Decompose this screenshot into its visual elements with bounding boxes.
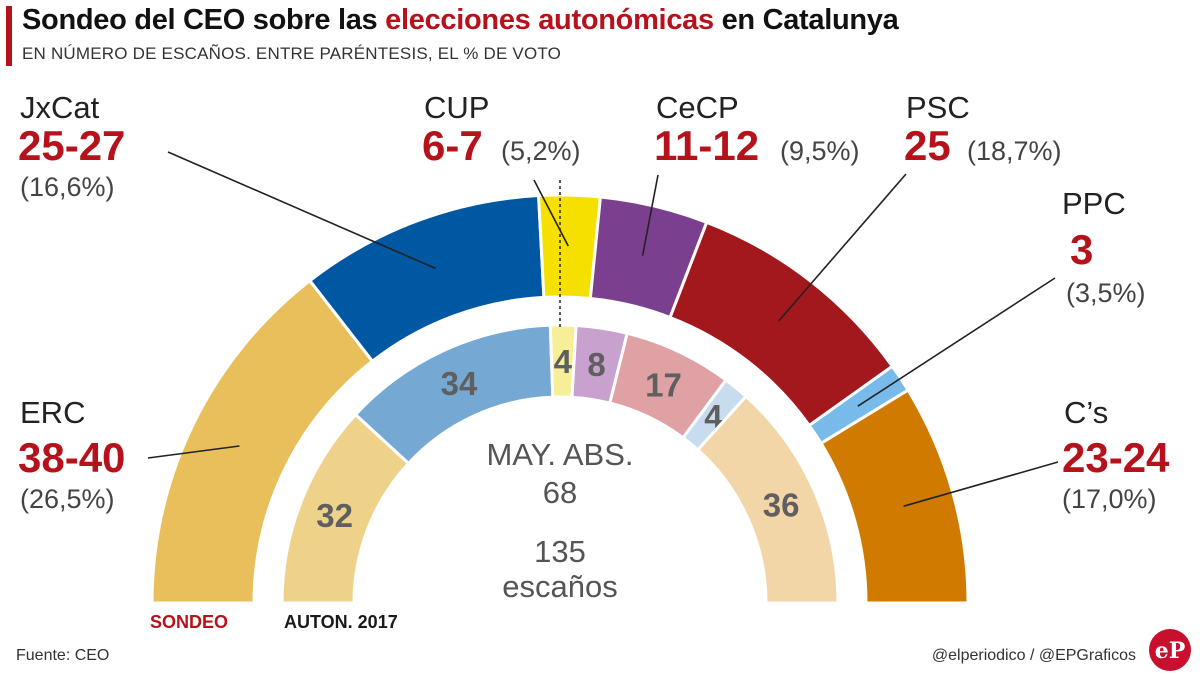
party-seats: 6-7 (422, 122, 483, 169)
auton2017-value-cup: 4 (554, 343, 573, 380)
majority-label: MAY. ABS. (486, 437, 633, 472)
title-accent-bar (6, 6, 12, 66)
party-seats: 23-24 (1062, 434, 1170, 481)
leader-lines (147, 151, 1059, 507)
chart-title: Sondeo del CEO sobre las elecciones auto… (22, 4, 899, 37)
party-pct: (17,0%) (1062, 484, 1157, 514)
party-pct: (26,5%) (20, 484, 115, 514)
elperiodico-logo: eP (1149, 629, 1191, 671)
party-name: CUP (424, 90, 489, 125)
title-accent: elecciones autonómicas (385, 4, 714, 36)
chart-subtitle: EN NÚMERO DE ESCAÑOS. ENTRE PARÉNTESIS, … (22, 44, 562, 63)
party-pct: (9,5%) (780, 136, 860, 166)
party-seats: 25-27 (18, 122, 125, 169)
sondeo-seg-cs (818, 388, 970, 605)
leader-line-ppc (857, 277, 1056, 407)
title-suffix: en Catalunya (713, 4, 899, 36)
ring-label-2017: AUTON. 2017 (284, 612, 398, 632)
leader-line-jxcat (167, 151, 436, 270)
auton2017-value-psc: 17 (645, 366, 682, 403)
party-seats: 25 (904, 122, 951, 169)
leader-line-cs (903, 461, 1059, 507)
total-seats-label: escaños (502, 569, 617, 604)
title-prefix: Sondeo del CEO sobre las (22, 4, 386, 36)
label-psc: PSC 25 (18,7%) (904, 90, 1062, 169)
total-seats-value: 135 (534, 534, 586, 569)
ring-label-sondeo: SONDEO (150, 612, 228, 632)
credit-note: @elperiodico / @EPGraficos (932, 647, 1136, 664)
party-name: ERC (20, 395, 85, 430)
party-name: C’s (1064, 395, 1108, 430)
party-name: CeCP (656, 90, 739, 125)
party-pct: (3,5%) (1066, 278, 1146, 308)
party-name: PSC (906, 90, 970, 125)
source-note: Fuente: CEO (16, 647, 109, 664)
auton2017-value-cs: 36 (763, 487, 800, 524)
leader-line-erc (147, 445, 240, 459)
party-seats: 38-40 (18, 434, 125, 481)
leader-line-psc (778, 173, 907, 322)
label-erc: ERC 38-40 (26,5%) (18, 395, 125, 514)
leader-line-cecp (641, 174, 659, 256)
auton2017-value-erc: 32 (316, 497, 353, 534)
outer-ring-sondeo (150, 193, 970, 605)
party-name: PPC (1062, 186, 1126, 221)
party-pct: (18,7%) (967, 136, 1062, 166)
auton2017-seg-cs (695, 394, 840, 605)
party-seats: 11-12 (654, 122, 759, 169)
label-cup: CUP 6-7 (5,2%) (422, 90, 581, 169)
label-jxcat: JxCat 25-27 (16,6%) (18, 90, 125, 202)
label-cs: C’s 23-24 (17,0%) (1062, 395, 1170, 514)
label-cecp: CeCP 11-12 (9,5%) (654, 90, 860, 169)
leader-line-cup (533, 179, 570, 247)
auton2017-value-cecp: 8 (587, 346, 605, 383)
party-pct: (16,6%) (20, 172, 115, 202)
logo-text: eP (1155, 638, 1186, 664)
party-seats: 3 (1070, 226, 1093, 273)
majority-value: 68 (543, 475, 577, 510)
label-ppc: PPC 3 (3,5%) (1062, 186, 1146, 308)
logo-circle (1149, 629, 1191, 671)
party-name: JxCat (20, 90, 100, 125)
party-pct: (5,2%) (501, 136, 581, 166)
auton2017-value-jxcat: 34 (441, 365, 478, 402)
